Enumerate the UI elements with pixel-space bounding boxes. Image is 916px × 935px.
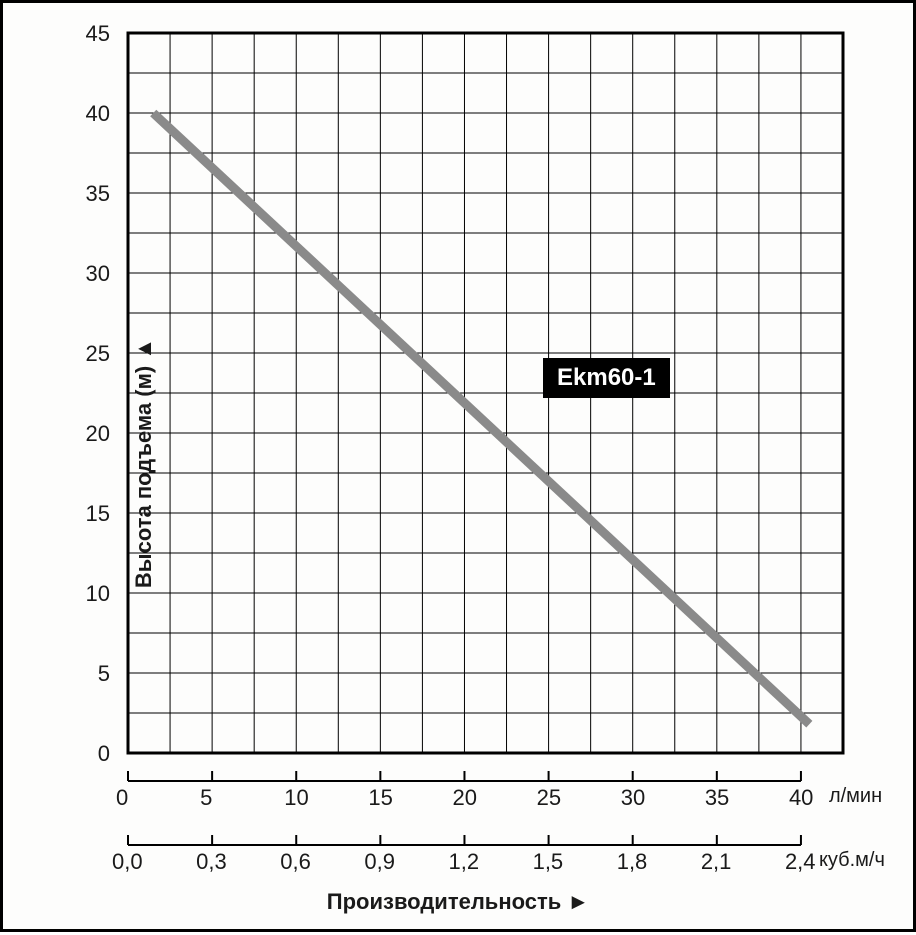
x-tick-label-secondary: 0,9	[364, 849, 395, 875]
x-tick-label-primary: 40	[789, 785, 813, 811]
x-tick-label-secondary: 0,3	[196, 849, 227, 875]
x-axis-label: Производительность ►	[3, 889, 913, 915]
x-unit-secondary: куб.м/ч	[819, 849, 885, 872]
x-tick-label-secondary: 2,1	[701, 849, 732, 875]
y-tick-label: 10	[86, 581, 110, 607]
y-tick-label: 30	[86, 261, 110, 287]
x-tick-label-primary: 15	[368, 785, 392, 811]
x-tick-label-primary: 5	[200, 785, 212, 811]
x-tick-label-secondary: 2,4	[785, 849, 816, 875]
y-tick-label: 15	[86, 501, 110, 527]
x-tick-label-secondary: 0,6	[280, 849, 311, 875]
series-label-ekm60-1: Ekm60-1	[543, 358, 670, 398]
x-tick-label-primary: 20	[452, 785, 476, 811]
y-tick-label: 35	[86, 181, 110, 207]
x-tick-label-primary: 25	[537, 785, 561, 811]
x-unit-primary: л/мин	[829, 785, 882, 808]
y-tick-label: 20	[86, 421, 110, 447]
y-tick-label: 0	[98, 741, 110, 767]
x-tick-label-secondary: 1,5	[533, 849, 564, 875]
x-tick-label-secondary: 1,8	[617, 849, 648, 875]
x-tick-label-primary: 10	[284, 785, 308, 811]
x-tick-label-primary: 35	[705, 785, 729, 811]
y-tick-label: 25	[86, 341, 110, 367]
y-axis-label: Высота подъема (м) ▲	[131, 338, 157, 588]
y-tick-label: 5	[98, 661, 110, 687]
x-tick-label-primary: 0	[116, 785, 128, 811]
y-tick-label: 40	[86, 101, 110, 127]
y-tick-label: 45	[86, 21, 110, 47]
x-tick-label-secondary: 1,2	[448, 849, 479, 875]
x-tick-label-secondary: 0,0	[112, 849, 143, 875]
x-tick-label-primary: 30	[621, 785, 645, 811]
